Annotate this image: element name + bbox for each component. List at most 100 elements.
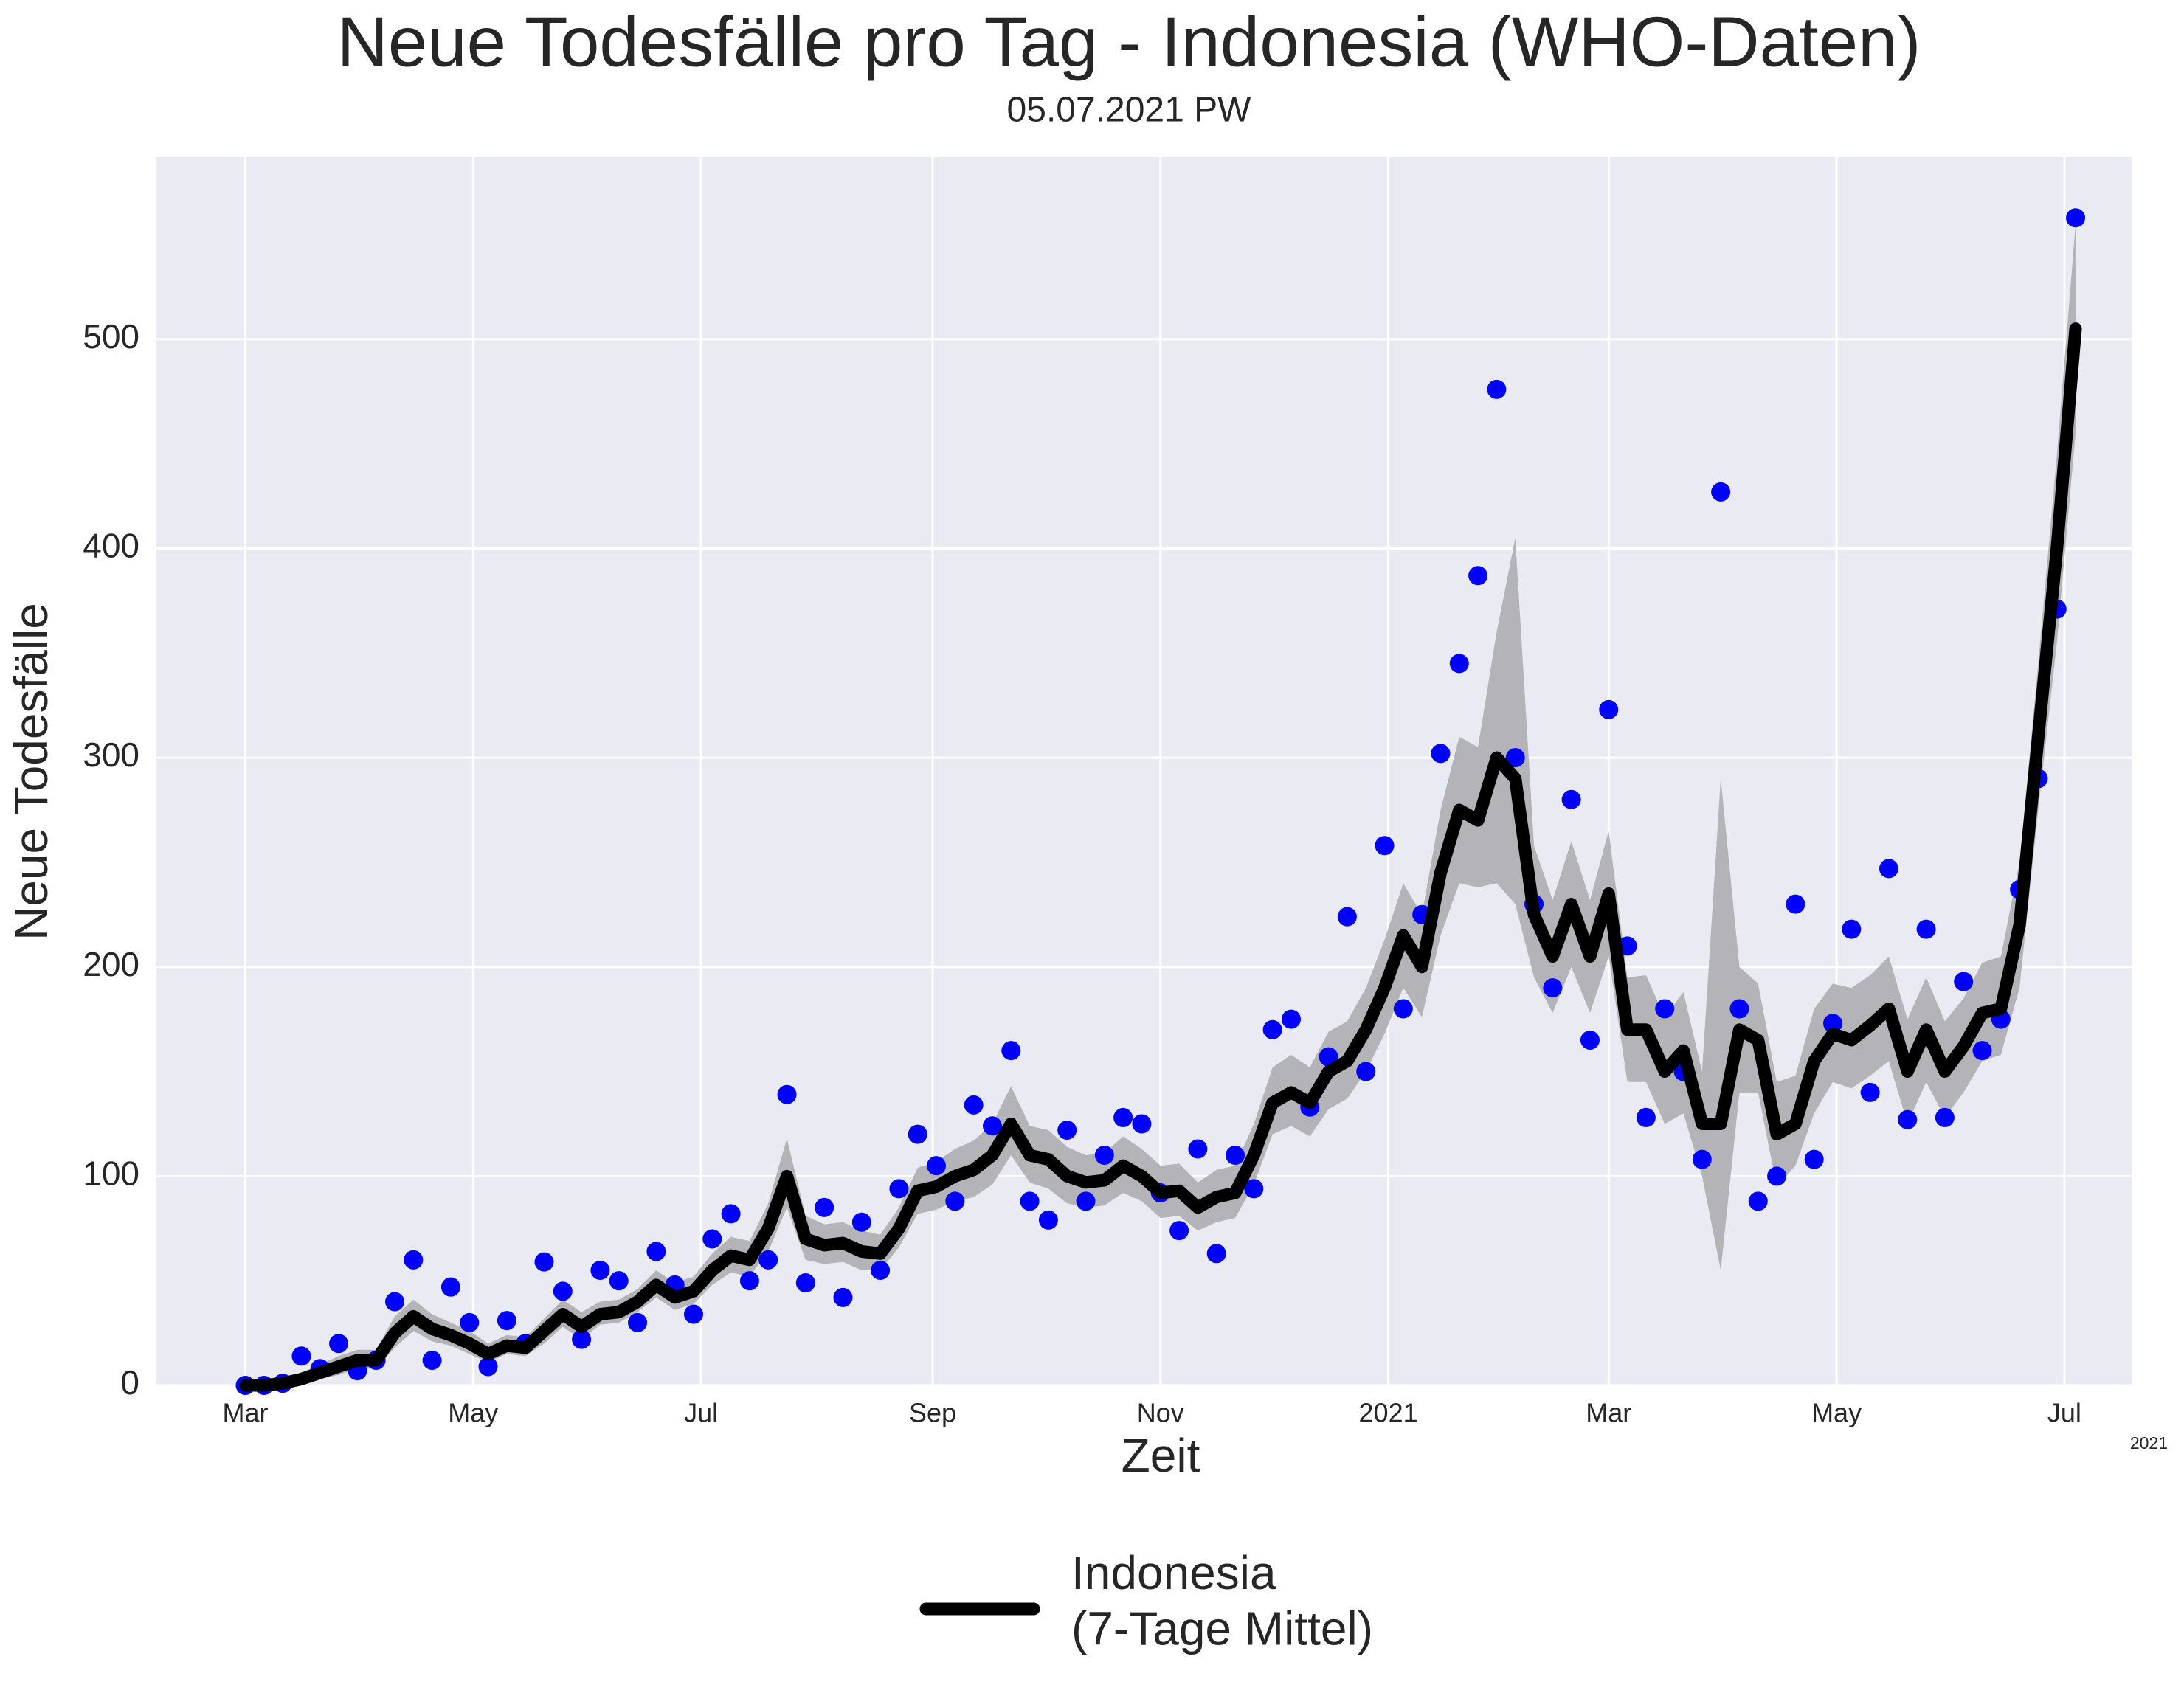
data-point (1599, 699, 1619, 719)
x-axis-label: Zeit (1122, 1429, 1200, 1482)
data-point (422, 1350, 442, 1370)
data-point (1057, 1120, 1077, 1140)
y-tick-label: 0 (120, 1363, 139, 1402)
data-point (1337, 907, 1357, 927)
data-point (1001, 1041, 1021, 1061)
data-point (1748, 1191, 1768, 1211)
data-point (1468, 566, 1488, 586)
data-point (889, 1179, 909, 1199)
data-point (1132, 1114, 1152, 1134)
y-tick-label: 500 (83, 317, 139, 356)
data-point (440, 1277, 460, 1297)
data-point (460, 1312, 480, 1332)
data-point (1786, 894, 1805, 914)
data-point (553, 1281, 573, 1301)
data-point (777, 1084, 797, 1104)
y-tick-label: 300 (83, 735, 139, 774)
data-point (945, 1191, 965, 1211)
data-point (1206, 1244, 1226, 1264)
data-point (982, 1116, 1002, 1136)
data-point (795, 1273, 815, 1293)
data-point (1356, 1062, 1376, 1081)
data-point (1692, 1149, 1712, 1169)
data-point (1281, 1009, 1301, 1029)
data-point (964, 1095, 984, 1115)
data-point (1375, 836, 1395, 856)
data-point (1076, 1191, 1096, 1211)
data-point (815, 1197, 834, 1217)
data-point (927, 1156, 947, 1176)
data-point (1898, 1109, 1918, 1129)
data-point (1580, 1030, 1600, 1050)
data-point (1244, 1179, 1264, 1199)
x-tick-label: May (448, 1398, 498, 1428)
data-point (329, 1334, 349, 1354)
data-point (871, 1260, 891, 1280)
legend-label: Indonesia (7-Tage Mittel) (1071, 1546, 1373, 1655)
data-point (1842, 919, 1862, 939)
y-axis-label: Neue Todesfälle (4, 603, 58, 941)
data-point (404, 1250, 424, 1270)
chart-subtitle: 05.07.2021 PW (1007, 91, 1252, 130)
data-point (1655, 999, 1675, 1019)
data-point (1188, 1139, 1208, 1159)
data-point (1823, 1014, 1843, 1034)
data-point (2066, 208, 2086, 228)
data-point (702, 1229, 722, 1249)
data-point (1972, 1041, 1992, 1061)
data-point (497, 1311, 516, 1331)
x-offset-label: 2021 (2130, 1433, 2168, 1453)
mean-line (238, 322, 2082, 1392)
data-point (1262, 1019, 1282, 1039)
x-tick-label: May (1811, 1398, 1862, 1428)
data-point (534, 1252, 554, 1272)
x-tick-label: Jul (684, 1398, 718, 1428)
x-tick-label: Jul (2048, 1398, 2081, 1428)
data-point (478, 1357, 498, 1377)
data-point (1094, 1145, 1114, 1165)
y-tick-label: 400 (83, 527, 139, 565)
data-point (1020, 1191, 1040, 1211)
y-tick-label: 100 (83, 1154, 139, 1193)
data-point (833, 1287, 853, 1307)
data-point (384, 1292, 404, 1312)
x-tick-label: 2021 (1359, 1398, 1418, 1428)
data-point (1916, 919, 1936, 939)
x-tick-label: Nov (1137, 1398, 1184, 1428)
data-point (1767, 1166, 1787, 1186)
data-point (908, 1124, 927, 1144)
data-point (628, 1312, 648, 1332)
data-point (1935, 1107, 1955, 1127)
y-tick-label: 200 (83, 945, 139, 983)
data-point (1431, 744, 1451, 764)
data-point (1038, 1210, 1058, 1230)
data-point (851, 1212, 871, 1232)
data-point (739, 1271, 759, 1291)
data-point (572, 1329, 592, 1349)
data-point (1954, 972, 1974, 991)
data-point (590, 1260, 610, 1280)
data-point (646, 1242, 666, 1261)
data-point (1561, 789, 1581, 809)
data-point (291, 1346, 311, 1366)
data-point (1729, 999, 1749, 1019)
data-point (1804, 1149, 1824, 1169)
chart-title: Neue Todesfälle pro Tag - Indonesia (WHO… (337, 2, 1921, 81)
data-point (1487, 379, 1507, 399)
data-point (1879, 859, 1898, 879)
data-point (683, 1304, 703, 1324)
data-point (1226, 1145, 1245, 1165)
x-tick-label: Sep (909, 1398, 956, 1428)
data-point (1449, 654, 1469, 674)
data-point (1711, 482, 1731, 502)
data-point (1543, 978, 1563, 998)
data-point (721, 1204, 741, 1224)
data-point (609, 1271, 629, 1291)
x-tick-label: Mar (222, 1398, 268, 1428)
data-point (1113, 1107, 1133, 1127)
data-point (758, 1250, 778, 1270)
data-point (1393, 999, 1413, 1019)
data-point (1169, 1221, 1189, 1241)
x-tick-label: Mar (1586, 1398, 1631, 1428)
